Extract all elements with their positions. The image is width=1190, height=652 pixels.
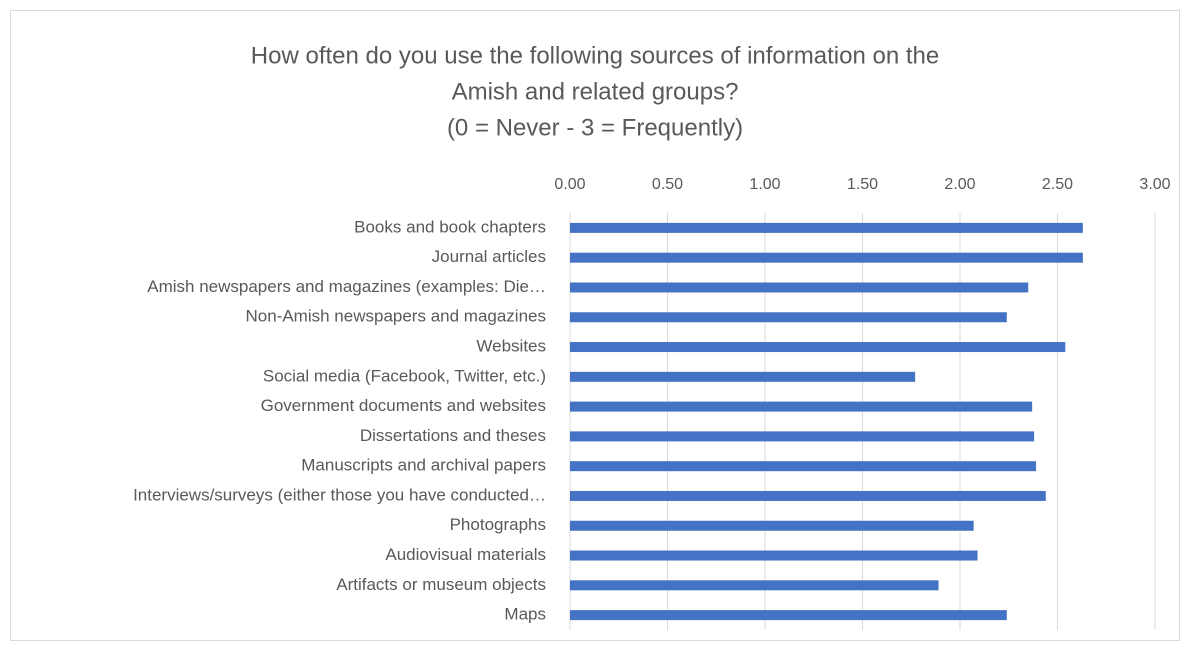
x-tick-label: 3.00 [1139,176,1170,193]
y-tick-label: Government documents and websites [261,396,546,415]
y-tick-label: Books and book chapters [354,217,546,236]
bar [570,461,1037,472]
x-tick-label: 0.00 [554,176,585,193]
bar [570,222,1083,233]
bar [570,490,1046,501]
bar [570,342,1066,353]
chart-title: Amish and related groups? [452,78,739,105]
chart-title: How often do you use the following sourc… [251,42,939,69]
y-tick-label: Non-Amish newspapers and magazines [246,307,547,326]
x-tick-label: 2.00 [944,176,975,193]
bar [570,312,1007,323]
y-tick-label: Dissertations and theses [360,426,546,445]
bar [570,610,1007,621]
x-tick-label: 2.50 [1042,176,1073,193]
y-tick-label: Manuscripts and archival papers [301,456,546,475]
y-tick-label: Amish newspapers and magazines (examples… [147,277,546,296]
y-tick-label: Social media (Facebook, Twitter, etc.) [263,366,546,385]
y-tick-label: Audiovisual materials [385,545,546,564]
bar [570,282,1029,293]
y-tick-label: Interviews/surveys (either those you hav… [133,485,546,504]
y-tick-label: Journal articles [432,247,546,266]
y-tick-label: Websites [476,337,546,356]
chart-border [10,10,1180,641]
bar [570,252,1083,263]
y-tick-label: Photographs [450,515,546,534]
y-tick-label: Artifacts or museum objects [336,575,546,594]
bar [570,431,1035,442]
x-tick-label: 1.50 [847,176,878,193]
x-tick-label: 1.00 [749,176,780,193]
bar [570,520,974,531]
bar [570,580,939,591]
x-tick-label: 0.50 [652,176,683,193]
bar [570,401,1033,412]
chart-title: (0 = Never - 3 = Frequently) [447,114,743,141]
bar [570,371,916,382]
bar [570,550,978,561]
y-tick-label: Maps [504,605,546,624]
